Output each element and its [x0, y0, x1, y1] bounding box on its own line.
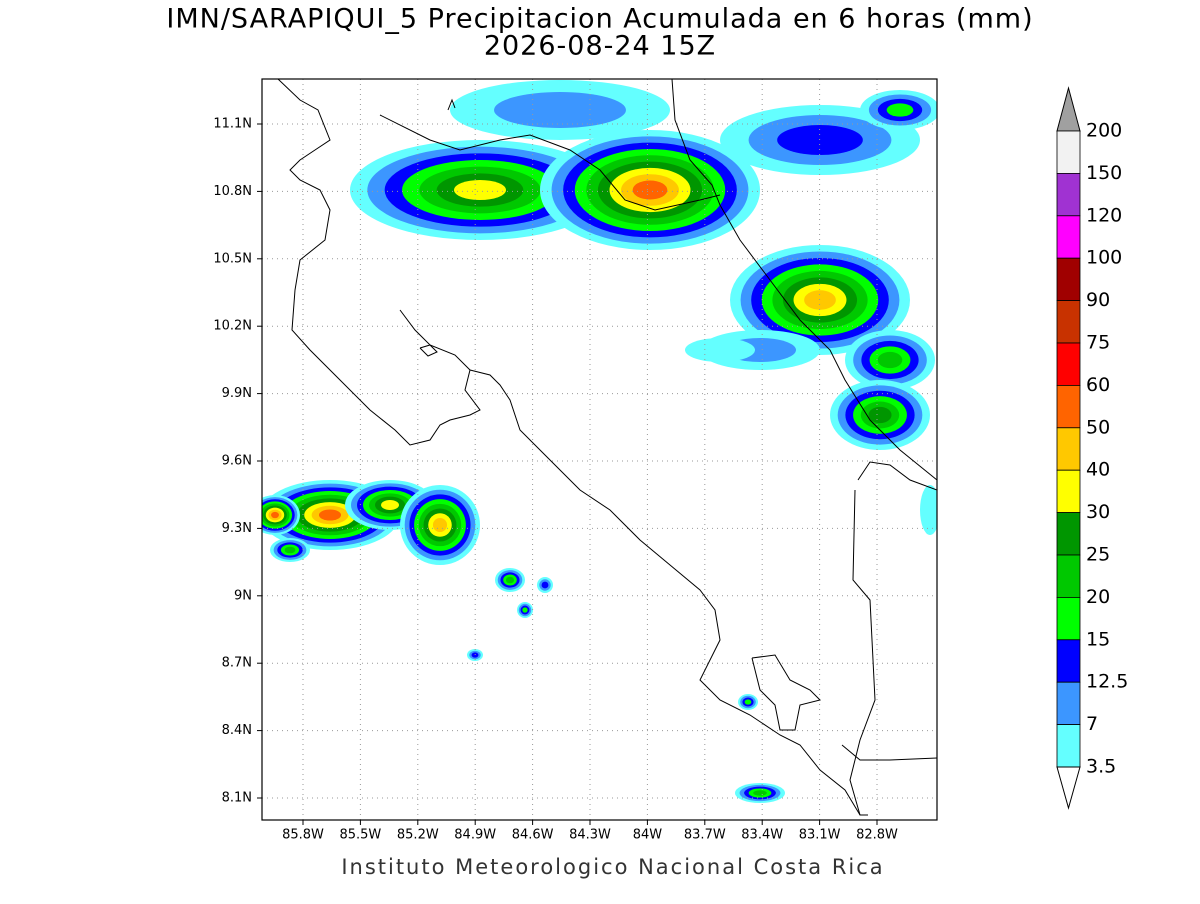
- colorbar-label: 12.5: [1086, 671, 1128, 693]
- gulf-coast: [399, 309, 471, 371]
- grid: [257, 79, 937, 825]
- precip-contour: [471, 652, 479, 658]
- colorbar-box: [1056, 130, 1081, 174]
- precip-contour: [744, 699, 752, 705]
- precip-contour: [381, 500, 399, 510]
- colorbar-over: [1056, 86, 1081, 132]
- border: [379, 114, 721, 211]
- precip-contour: [886, 103, 914, 117]
- island: [419, 344, 438, 357]
- colorbar-label: 60: [1086, 374, 1110, 396]
- x-tick-label: 83.1W: [799, 828, 841, 843]
- colorbar-box: [1056, 597, 1081, 641]
- x-tick-label: 85.5W: [339, 828, 381, 843]
- plot-frame: [261, 78, 938, 821]
- precipitation-field: [262, 80, 937, 803]
- x-tick-label: 83.4W: [741, 828, 783, 843]
- title: IMN/SARAPIQUI_5 Precipitacion Acumulada …: [166, 4, 1033, 35]
- coast: [277, 79, 861, 816]
- colorbar-label: 7: [1086, 713, 1098, 735]
- coast: [447, 98, 456, 111]
- precip-contour: [494, 92, 626, 128]
- colorbar-box: [1056, 512, 1081, 556]
- colorbar-box: [1056, 681, 1081, 726]
- colorbar-box: [1056, 257, 1081, 302]
- border: [849, 489, 876, 816]
- footer: Instituto Meteorologico Nacional Costa R…: [341, 855, 884, 879]
- colorbar-label: 30: [1086, 501, 1110, 523]
- colorbar-label: 150: [1086, 162, 1122, 184]
- precip-contour: [318, 509, 342, 521]
- precip-contour: [753, 790, 767, 796]
- colorbar-label: 40: [1086, 459, 1110, 481]
- colorbar-box: [1056, 215, 1081, 259]
- x-tick-label: 84W: [633, 828, 663, 843]
- subtitle: 2026-08-24 15Z: [484, 31, 716, 62]
- colorbar-label: 50: [1086, 416, 1110, 438]
- colorbar-label: 75: [1086, 332, 1110, 354]
- y-tick-label: 10.5N: [213, 251, 252, 266]
- y-tick-label: 10.8N: [213, 184, 252, 199]
- y-tick-label: 10.2N: [213, 319, 252, 334]
- x-tick-label: 84.9W: [454, 828, 496, 843]
- coastlines: [277, 79, 937, 816]
- colorbar-box: [1056, 384, 1081, 429]
- precip-contour: [632, 180, 668, 200]
- precip-contour: [432, 517, 448, 533]
- precip-contour: [877, 351, 903, 369]
- colorbar: 200 150 120 100 90 75 60 50 40 30 25 20 15 12.5 7 3.5: [1056, 86, 1128, 810]
- x-tick-label: 82.8W: [856, 828, 898, 843]
- colorbar-box: [1056, 554, 1081, 598]
- colorbar-label: 3.5: [1086, 756, 1116, 778]
- osa-coast: [751, 654, 821, 731]
- precip-contour: [920, 485, 937, 535]
- precip-contour: [685, 338, 755, 362]
- colorbar-box: [1056, 427, 1081, 471]
- colorbar-box: [1056, 172, 1081, 217]
- coast: [841, 744, 937, 761]
- precip-contour: [522, 607, 528, 613]
- precip-contour: [541, 581, 549, 589]
- panama-coast: [857, 461, 937, 491]
- precip-contour: [284, 546, 296, 554]
- precip-contour: [868, 406, 892, 424]
- x-tick-label: 84.3W: [569, 828, 611, 843]
- colorbar-label: 100: [1086, 247, 1122, 269]
- y-tick-label: 8.7N: [222, 656, 252, 671]
- x-tick-label: 84.6W: [512, 828, 554, 843]
- y-tick-label: 8.1N: [222, 791, 252, 806]
- precip-contour: [454, 180, 506, 200]
- y-tick-label: 9.9N: [222, 386, 252, 401]
- colorbar-under: [1056, 766, 1081, 810]
- colorbar-label: 20: [1086, 586, 1110, 608]
- colorbar-label: 120: [1086, 204, 1122, 226]
- colorbar-box: [1056, 300, 1081, 344]
- x-tick-label: 85.8W: [282, 828, 324, 843]
- colorbar-box: [1056, 469, 1081, 514]
- colorbar-label: 25: [1086, 544, 1110, 566]
- caribbean-coast: [671, 79, 937, 481]
- colorbar-box: [1056, 342, 1081, 386]
- colorbar-label: 90: [1086, 289, 1110, 311]
- precip-contour: [505, 576, 515, 584]
- y-tick-label: 9.6N: [222, 454, 252, 469]
- colorbar-label: 200: [1086, 120, 1122, 142]
- y-tick-label: 11.1N: [213, 117, 252, 132]
- colorbar-label: 15: [1086, 628, 1110, 650]
- y-tick-label: 9N: [234, 588, 252, 603]
- colorbar-box: [1056, 639, 1081, 683]
- precip-contour: [271, 511, 279, 519]
- x-tick-label: 85.2W: [397, 828, 439, 843]
- colorbar-box: [1056, 724, 1081, 768]
- y-tick-label: 9.3N: [222, 521, 252, 536]
- y-tick-label: 8.4N: [222, 723, 252, 738]
- x-tick-label: 83.7W: [684, 828, 726, 843]
